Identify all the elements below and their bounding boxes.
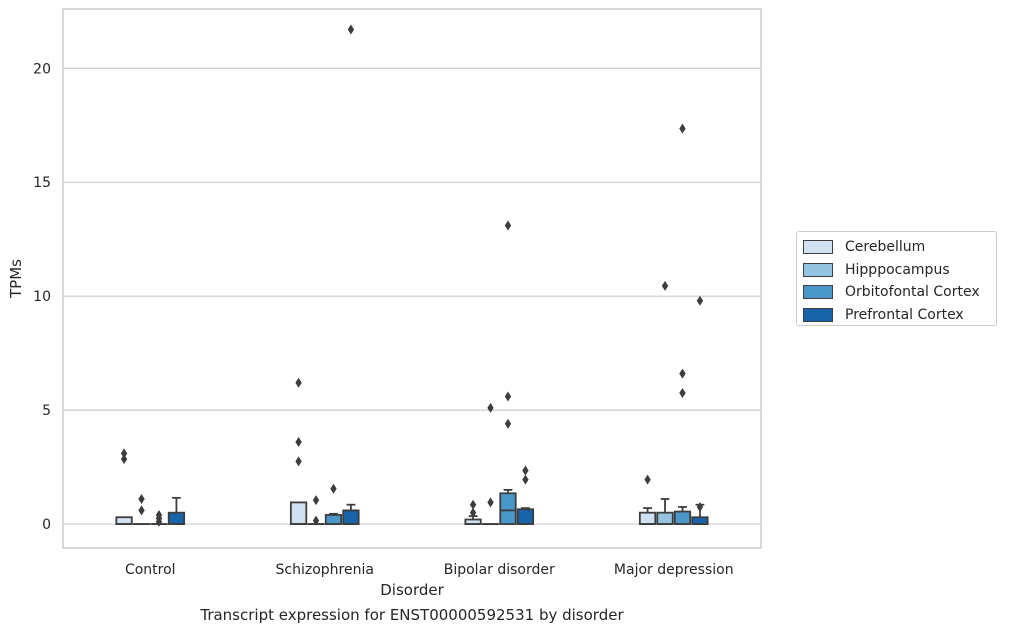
outlier-point (487, 402, 494, 413)
box-series (115, 24, 709, 527)
legend-swatch-cerebellum (803, 240, 833, 255)
outlier-point (138, 494, 145, 504)
outlier-point (469, 499, 477, 510)
outlier-point (295, 377, 302, 388)
legend-swatch-orbitofrontal-cortex (803, 285, 833, 300)
legend-label-hippocampus: Hipppocampus (845, 261, 950, 278)
outlier-point (679, 388, 686, 399)
outlier-point (679, 368, 686, 379)
legend-item-prefrontal-cortex: Prefrontal Cortex (803, 304, 996, 327)
outlier-point (487, 497, 494, 508)
box (516, 508, 535, 525)
outlier-point (469, 507, 477, 518)
outlier-point (522, 465, 529, 476)
box-group (464, 499, 482, 525)
outlier-point (312, 515, 320, 526)
outlier-point (347, 24, 355, 35)
legend-swatch-prefrontal-cortex (803, 307, 833, 322)
box-group (342, 24, 360, 525)
legend-swatch-hippocampus (803, 262, 833, 277)
box-group (673, 123, 692, 525)
box (324, 514, 343, 525)
y-tick-label: 5 (42, 403, 51, 419)
box-group (481, 402, 500, 525)
legend-item-hippocampus: Hipppocampus (803, 259, 996, 282)
box-group (499, 220, 517, 525)
box-group (167, 496, 186, 525)
legend-label-orbitofrontal-cortex: Orbitofontal Cortex (845, 284, 980, 301)
box (342, 509, 360, 525)
y-tick-label: 10 (33, 289, 51, 305)
outlier-point (138, 505, 145, 516)
chart-caption: Transcript expression for ENST0000059253… (200, 606, 624, 624)
x-tick-labels: Control Schizophrenia Bipolar disorder Majo… (125, 562, 734, 578)
box-group (638, 474, 657, 525)
outlier-point (295, 437, 302, 448)
outlier-point (330, 483, 337, 494)
box-group (307, 495, 325, 526)
outlier-point (120, 448, 128, 459)
legend-item-cerebellum: Cerebellum (803, 236, 996, 259)
box-group (115, 448, 133, 525)
outlier-point (522, 474, 529, 485)
legend-item-orbitofrontal-cortex: Orbitofontal Cortex (803, 281, 996, 304)
x-tick-label: Control (125, 562, 176, 578)
x-axis-label: Disorder (380, 581, 444, 599)
outlier-point (155, 509, 163, 520)
outlier-point (295, 456, 302, 467)
box (289, 501, 308, 525)
outlier-point (504, 220, 512, 231)
box (499, 492, 517, 525)
x-tick-label: Schizophrenia (276, 562, 374, 578)
box (115, 516, 133, 525)
outlier-point (661, 280, 669, 291)
box (638, 511, 657, 525)
outlier-point (696, 501, 704, 512)
box-group (656, 280, 674, 525)
box-group (516, 465, 535, 525)
outlier-point (696, 295, 704, 306)
y-tick-label: 0 (42, 517, 51, 533)
box-group (324, 483, 343, 525)
outlier-point (120, 454, 128, 465)
gridlines (63, 67, 761, 525)
outlier-point (312, 495, 320, 506)
y-tick-label: 20 (33, 61, 51, 77)
x-tick-label: Bipolar disorder (444, 562, 555, 578)
box (691, 516, 709, 525)
chart-legend: Cerebellum Hipppocampus Orbitofontal Cor… (796, 231, 997, 326)
plot-area-frame (62, 8, 762, 549)
box-group (132, 494, 151, 525)
outlier-point (644, 474, 651, 485)
box (673, 510, 692, 525)
box (167, 511, 186, 525)
outlier-point (679, 123, 686, 134)
y-tick-labels: 0 5 10 15 20 (33, 61, 51, 533)
box-group (150, 509, 168, 527)
y-axis-label: TPMs (7, 259, 25, 299)
box (656, 511, 674, 525)
box-group (691, 295, 709, 525)
legend-label-cerebellum: Cerebellum (845, 239, 926, 256)
box-group (289, 377, 308, 525)
outlier-point (504, 391, 512, 402)
x-tick-label: Major depression (614, 562, 734, 578)
y-tick-label: 15 (33, 175, 51, 191)
outlier-point (504, 418, 512, 429)
legend-label-prefrontal-cortex: Prefrontal Cortex (845, 306, 964, 323)
